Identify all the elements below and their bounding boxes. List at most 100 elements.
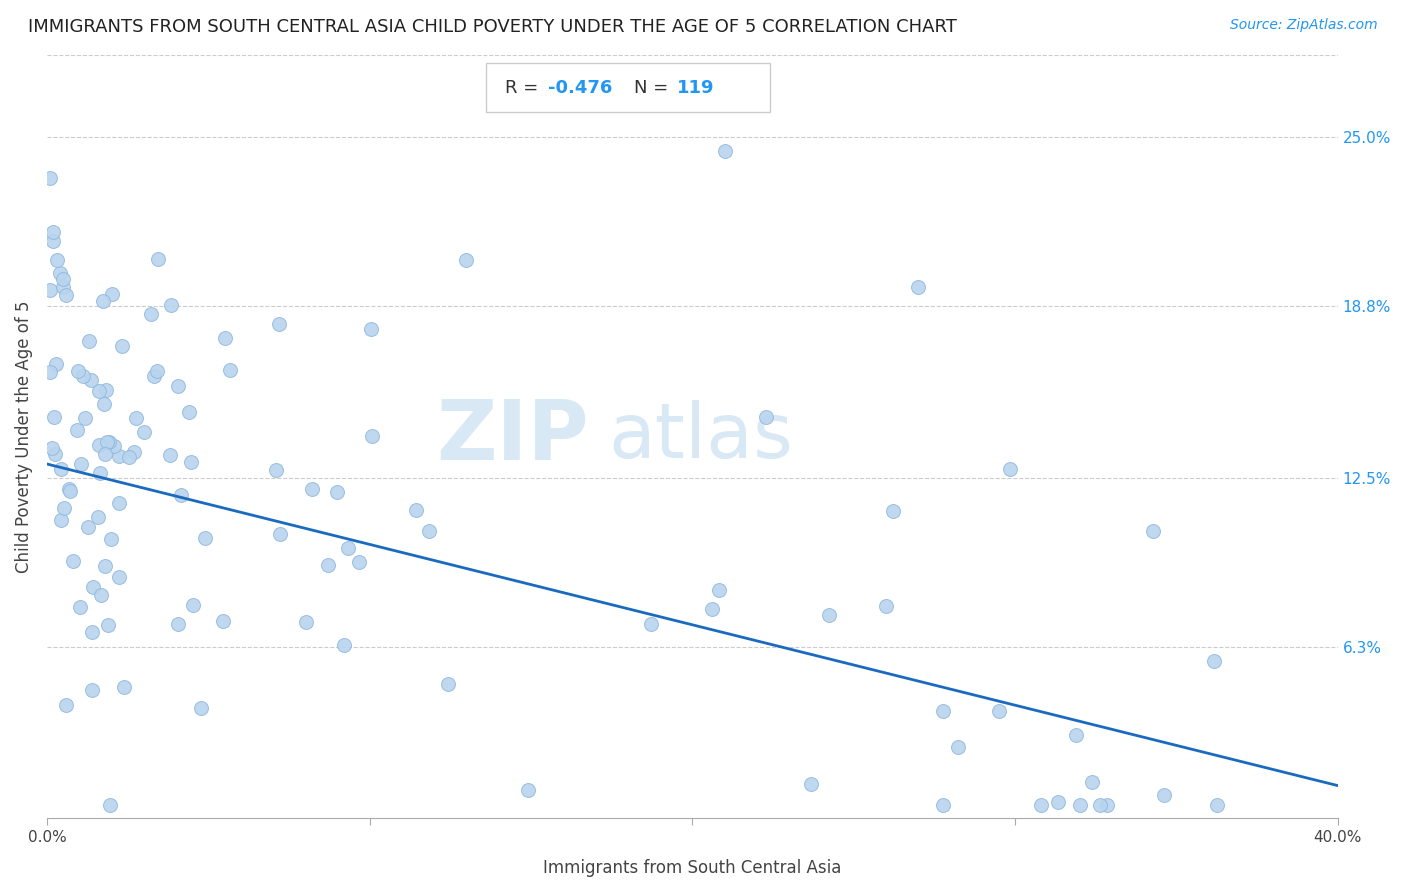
Point <box>1047 795 1070 809</box>
Point <box>94 447 117 461</box>
Point <box>82 580 104 594</box>
Point <box>166 379 188 393</box>
Point <box>193 531 215 545</box>
Point <box>264 462 287 476</box>
Point <box>39 365 62 379</box>
Point <box>713 144 735 158</box>
Point <box>142 368 165 383</box>
Point <box>96 434 118 449</box>
Point <box>882 504 904 518</box>
Point <box>436 676 458 690</box>
Point <box>77 334 100 348</box>
Point <box>72 368 94 383</box>
Point <box>214 331 236 345</box>
Point <box>159 448 181 462</box>
Point <box>107 570 129 584</box>
Point <box>218 362 240 376</box>
Point <box>108 496 131 510</box>
Point <box>125 411 148 425</box>
Point <box>405 502 427 516</box>
Point <box>103 438 125 452</box>
Point <box>52 280 75 294</box>
Point <box>998 462 1021 476</box>
Point <box>59 483 82 498</box>
Point <box>122 445 145 459</box>
Point <box>80 624 103 639</box>
Point <box>337 541 360 555</box>
Point <box>62 554 84 568</box>
Text: R =: R = <box>505 79 544 97</box>
Point <box>875 599 897 613</box>
Point <box>101 286 124 301</box>
Point <box>45 358 67 372</box>
Point <box>361 428 384 442</box>
Text: 119: 119 <box>676 79 714 97</box>
Point <box>700 602 723 616</box>
Point <box>1142 524 1164 538</box>
Point <box>267 318 290 332</box>
Point <box>97 435 120 450</box>
Point <box>96 383 118 397</box>
Point <box>333 638 356 652</box>
Point <box>907 280 929 294</box>
Text: ZIP: ZIP <box>436 396 589 477</box>
Point <box>87 510 110 524</box>
Point <box>707 582 730 597</box>
Point <box>69 600 91 615</box>
Point <box>134 425 156 439</box>
Point <box>1066 728 1088 742</box>
Point <box>97 618 120 632</box>
Text: N =: N = <box>634 79 675 97</box>
Y-axis label: Child Poverty Under the Age of 5: Child Poverty Under the Age of 5 <box>15 301 32 573</box>
Point <box>49 266 72 280</box>
Point <box>1081 774 1104 789</box>
Point <box>818 607 841 622</box>
Point <box>800 777 823 791</box>
Point <box>55 288 77 302</box>
Point <box>295 615 318 630</box>
Point <box>177 405 200 419</box>
Point <box>755 409 778 424</box>
Point <box>93 396 115 410</box>
Point <box>948 740 970 755</box>
Point <box>180 455 202 469</box>
Point <box>167 616 190 631</box>
FancyBboxPatch shape <box>486 62 769 112</box>
Text: Source: ZipAtlas.com: Source: ZipAtlas.com <box>1230 18 1378 32</box>
Point <box>49 461 72 475</box>
Point <box>640 617 662 632</box>
Point <box>932 797 955 812</box>
Point <box>73 410 96 425</box>
Point <box>52 271 75 285</box>
Point <box>76 520 98 534</box>
Point <box>170 488 193 502</box>
Point <box>160 298 183 312</box>
Point <box>89 466 111 480</box>
Point <box>418 524 440 538</box>
Point <box>1205 797 1227 812</box>
Point <box>316 558 339 572</box>
Point <box>347 555 370 569</box>
Point <box>517 783 540 797</box>
Point <box>1088 797 1111 812</box>
Point <box>49 513 72 527</box>
Point <box>39 283 62 297</box>
Point <box>91 294 114 309</box>
X-axis label: Immigrants from South Central Asia: Immigrants from South Central Asia <box>543 859 842 877</box>
Point <box>66 423 89 437</box>
Point <box>183 598 205 612</box>
Point <box>42 235 65 249</box>
Text: atlas: atlas <box>609 400 793 474</box>
Point <box>1204 654 1226 668</box>
Point <box>146 364 169 378</box>
Point <box>1153 788 1175 802</box>
Point <box>45 252 67 267</box>
Point <box>1095 797 1118 812</box>
Point <box>58 482 80 496</box>
Text: -0.476: -0.476 <box>548 79 612 97</box>
Point <box>1031 797 1053 812</box>
Point <box>456 252 478 267</box>
Point <box>42 225 65 239</box>
Point <box>360 322 382 336</box>
Point <box>301 482 323 496</box>
